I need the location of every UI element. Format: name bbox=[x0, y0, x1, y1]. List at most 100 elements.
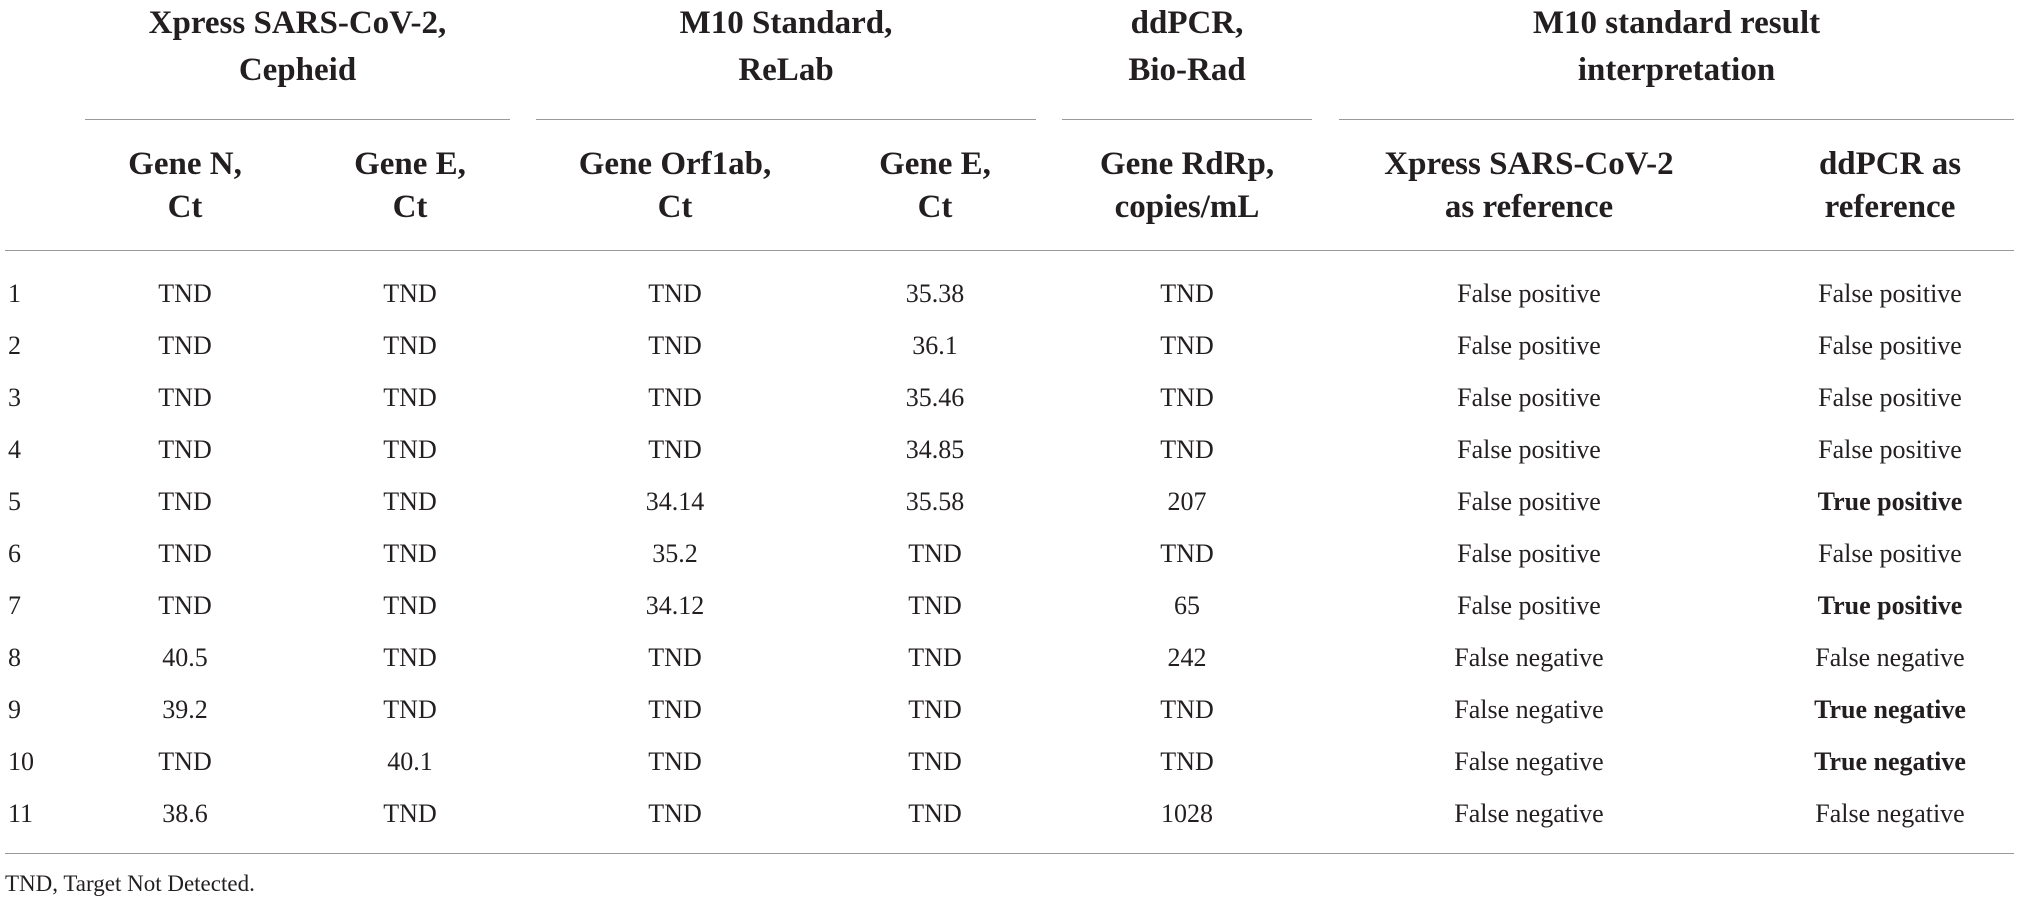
cell-gene-rdrp-copies: 242 bbox=[1167, 643, 1207, 672]
cell-gene-e-ct-m10: 35.46 bbox=[905, 383, 965, 412]
header-rule bbox=[5, 250, 2014, 251]
cell-gene-e-ct-m10: 35.38 bbox=[905, 279, 965, 308]
cell-xpress-reference-result: False negative bbox=[1454, 747, 1604, 776]
cell-gene-e-ct-m10: TND bbox=[908, 695, 962, 724]
cell-gene-n-ct: TND bbox=[158, 279, 212, 308]
cell-gene-orf1ab-ct: TND bbox=[648, 279, 702, 308]
cell-gene-e-ct-xpress: TND bbox=[383, 435, 437, 464]
cell-ddpcr-reference-result: False negative bbox=[1815, 643, 1965, 672]
col-header-gene-rdrp: Gene RdRp, copies/mL bbox=[1099, 146, 1275, 225]
table-row: 5 TND TND 34.14 35.58 207 False positive True p… bbox=[0, 476, 2019, 528]
cell-gene-n-ct: 39.2 bbox=[162, 695, 208, 724]
cell-gene-orf1ab-ct: TND bbox=[648, 643, 702, 672]
cell-gene-n-ct: TND bbox=[158, 747, 212, 776]
cell-gene-rdrp-copies: 207 bbox=[1167, 487, 1207, 516]
cell-gene-e-ct-m10: TND bbox=[908, 539, 962, 568]
cell-gene-n-ct: TND bbox=[158, 539, 212, 568]
group-rule-m10 bbox=[536, 119, 1036, 120]
cell-xpress-reference-result: False positive bbox=[1457, 435, 1601, 464]
cell-gene-e-ct-xpress: TND bbox=[383, 331, 437, 360]
cell-ddpcr-reference-result: True positive bbox=[1817, 487, 1963, 516]
cell-ddpcr-reference-result: False positive bbox=[1818, 279, 1962, 308]
cell-gene-rdrp-copies: TND bbox=[1160, 383, 1214, 412]
col-header-ddpcr-reference: ddPCR as reference bbox=[1818, 146, 1962, 225]
cell-gene-n-ct: TND bbox=[158, 487, 212, 516]
cell-gene-e-ct-xpress: TND bbox=[383, 695, 437, 724]
row-number: 2 bbox=[8, 331, 21, 360]
cell-gene-e-ct-m10: TND bbox=[908, 591, 962, 620]
cell-gene-e-ct-m10: 34.85 bbox=[905, 435, 965, 464]
cell-gene-rdrp-copies: TND bbox=[1160, 695, 1214, 724]
cell-gene-orf1ab-ct: TND bbox=[648, 747, 702, 776]
row-number: 3 bbox=[8, 383, 21, 412]
bottom-rule bbox=[5, 853, 2014, 854]
table-row: 10 TND 40.1 TND TND TND False negative True neg… bbox=[0, 736, 2019, 788]
cell-ddpcr-reference-result: True negative bbox=[1814, 747, 1966, 776]
cell-xpress-reference-result: False positive bbox=[1457, 383, 1601, 412]
cell-ddpcr-reference-result: False positive bbox=[1818, 383, 1962, 412]
cell-ddpcr-reference-result: False positive bbox=[1818, 435, 1962, 464]
table-row: 11 38.6 TND TND TND 1028 False negative False n… bbox=[0, 788, 2019, 840]
cell-gene-e-ct-m10: 36.1 bbox=[912, 331, 958, 360]
row-number: 4 bbox=[8, 435, 21, 464]
cell-gene-rdrp-copies: TND bbox=[1160, 747, 1214, 776]
row-number: 6 bbox=[8, 539, 21, 568]
cell-gene-rdrp-copies: TND bbox=[1160, 435, 1214, 464]
table-row: 1 TND TND TND 35.38 TND False positive False po… bbox=[0, 268, 2019, 320]
group-header-ddpcr: ddPCR, Bio-Rad bbox=[1128, 5, 1246, 88]
cell-gene-rdrp-copies: TND bbox=[1160, 539, 1214, 568]
row-number: 7 bbox=[8, 591, 21, 620]
cell-gene-e-ct-m10: TND bbox=[908, 799, 962, 828]
cell-xpress-reference-result: False negative bbox=[1454, 695, 1604, 724]
cell-xpress-reference-result: False positive bbox=[1457, 279, 1601, 308]
cell-gene-orf1ab-ct: TND bbox=[648, 435, 702, 464]
cell-ddpcr-reference-result: True negative bbox=[1814, 695, 1966, 724]
table-row: 2 TND TND TND 36.1 TND False positive False pos… bbox=[0, 320, 2019, 372]
cell-gene-n-ct: TND bbox=[158, 383, 212, 412]
group-header-interpretation: M10 standard result interpretation bbox=[1532, 5, 1821, 88]
table-row: 8 40.5 TND TND TND 242 False negative False neg… bbox=[0, 632, 2019, 684]
group-header-xpress: Xpress SARS-CoV-2, Cepheid bbox=[148, 5, 447, 88]
cell-xpress-reference-result: False positive bbox=[1457, 331, 1601, 360]
cell-xpress-reference-result: False positive bbox=[1457, 539, 1601, 568]
cell-xpress-reference-result: False positive bbox=[1457, 487, 1601, 516]
cell-ddpcr-reference-result: False negative bbox=[1815, 799, 1965, 828]
cell-gene-n-ct: 40.5 bbox=[162, 643, 208, 672]
row-number: 9 bbox=[8, 695, 21, 724]
table-row: 7 TND TND 34.12 TND 65 False positive True posi… bbox=[0, 580, 2019, 632]
cell-gene-rdrp-copies: TND bbox=[1160, 331, 1214, 360]
row-number: 1 bbox=[8, 279, 21, 308]
col-header-xpress-reference: Xpress SARS-CoV-2 as reference bbox=[1384, 146, 1674, 225]
footnote: TND, Target Not Detected. bbox=[5, 871, 255, 896]
cell-gene-orf1ab-ct: TND bbox=[648, 799, 702, 828]
cell-gene-orf1ab-ct: TND bbox=[648, 331, 702, 360]
cell-gene-orf1ab-ct: 34.14 bbox=[645, 487, 705, 516]
cell-gene-e-ct-xpress: 40.1 bbox=[387, 747, 433, 776]
cell-gene-e-ct-xpress: TND bbox=[383, 487, 437, 516]
table-row: 9 39.2 TND TND TND TND False negative True nega… bbox=[0, 684, 2019, 736]
cell-gene-n-ct: 38.6 bbox=[162, 799, 208, 828]
cell-gene-e-ct-xpress: TND bbox=[383, 279, 437, 308]
cell-xpress-reference-result: False negative bbox=[1454, 643, 1604, 672]
cell-ddpcr-reference-result: False positive bbox=[1818, 539, 1962, 568]
cell-gene-e-ct-xpress: TND bbox=[383, 591, 437, 620]
cell-gene-e-ct-xpress: TND bbox=[383, 539, 437, 568]
group-rule-xpress bbox=[85, 119, 510, 120]
cell-xpress-reference-result: False positive bbox=[1457, 591, 1601, 620]
row-number: 5 bbox=[8, 487, 21, 516]
col-header-gene-e-xpress: Gene E, Ct bbox=[354, 146, 466, 225]
cell-gene-orf1ab-ct: 35.2 bbox=[652, 539, 698, 568]
cell-gene-n-ct: TND bbox=[158, 331, 212, 360]
cell-gene-n-ct: TND bbox=[158, 435, 212, 464]
row-number: 8 bbox=[8, 643, 21, 672]
col-header-gene-orf1ab: Gene Orf1ab, Ct bbox=[578, 146, 772, 225]
table-row: 6 TND TND 35.2 TND TND False positive False pos… bbox=[0, 528, 2019, 580]
row-number: 11 bbox=[8, 799, 34, 828]
cell-gene-n-ct: TND bbox=[158, 591, 212, 620]
cell-gene-orf1ab-ct: TND bbox=[648, 383, 702, 412]
row-number: 10 bbox=[8, 747, 34, 776]
group-rule-ddpcr bbox=[1062, 119, 1312, 120]
table-row: 4 TND TND TND 34.85 TND False positive False po… bbox=[0, 424, 2019, 476]
col-header-gene-e-m10: Gene E, Ct bbox=[879, 146, 991, 225]
